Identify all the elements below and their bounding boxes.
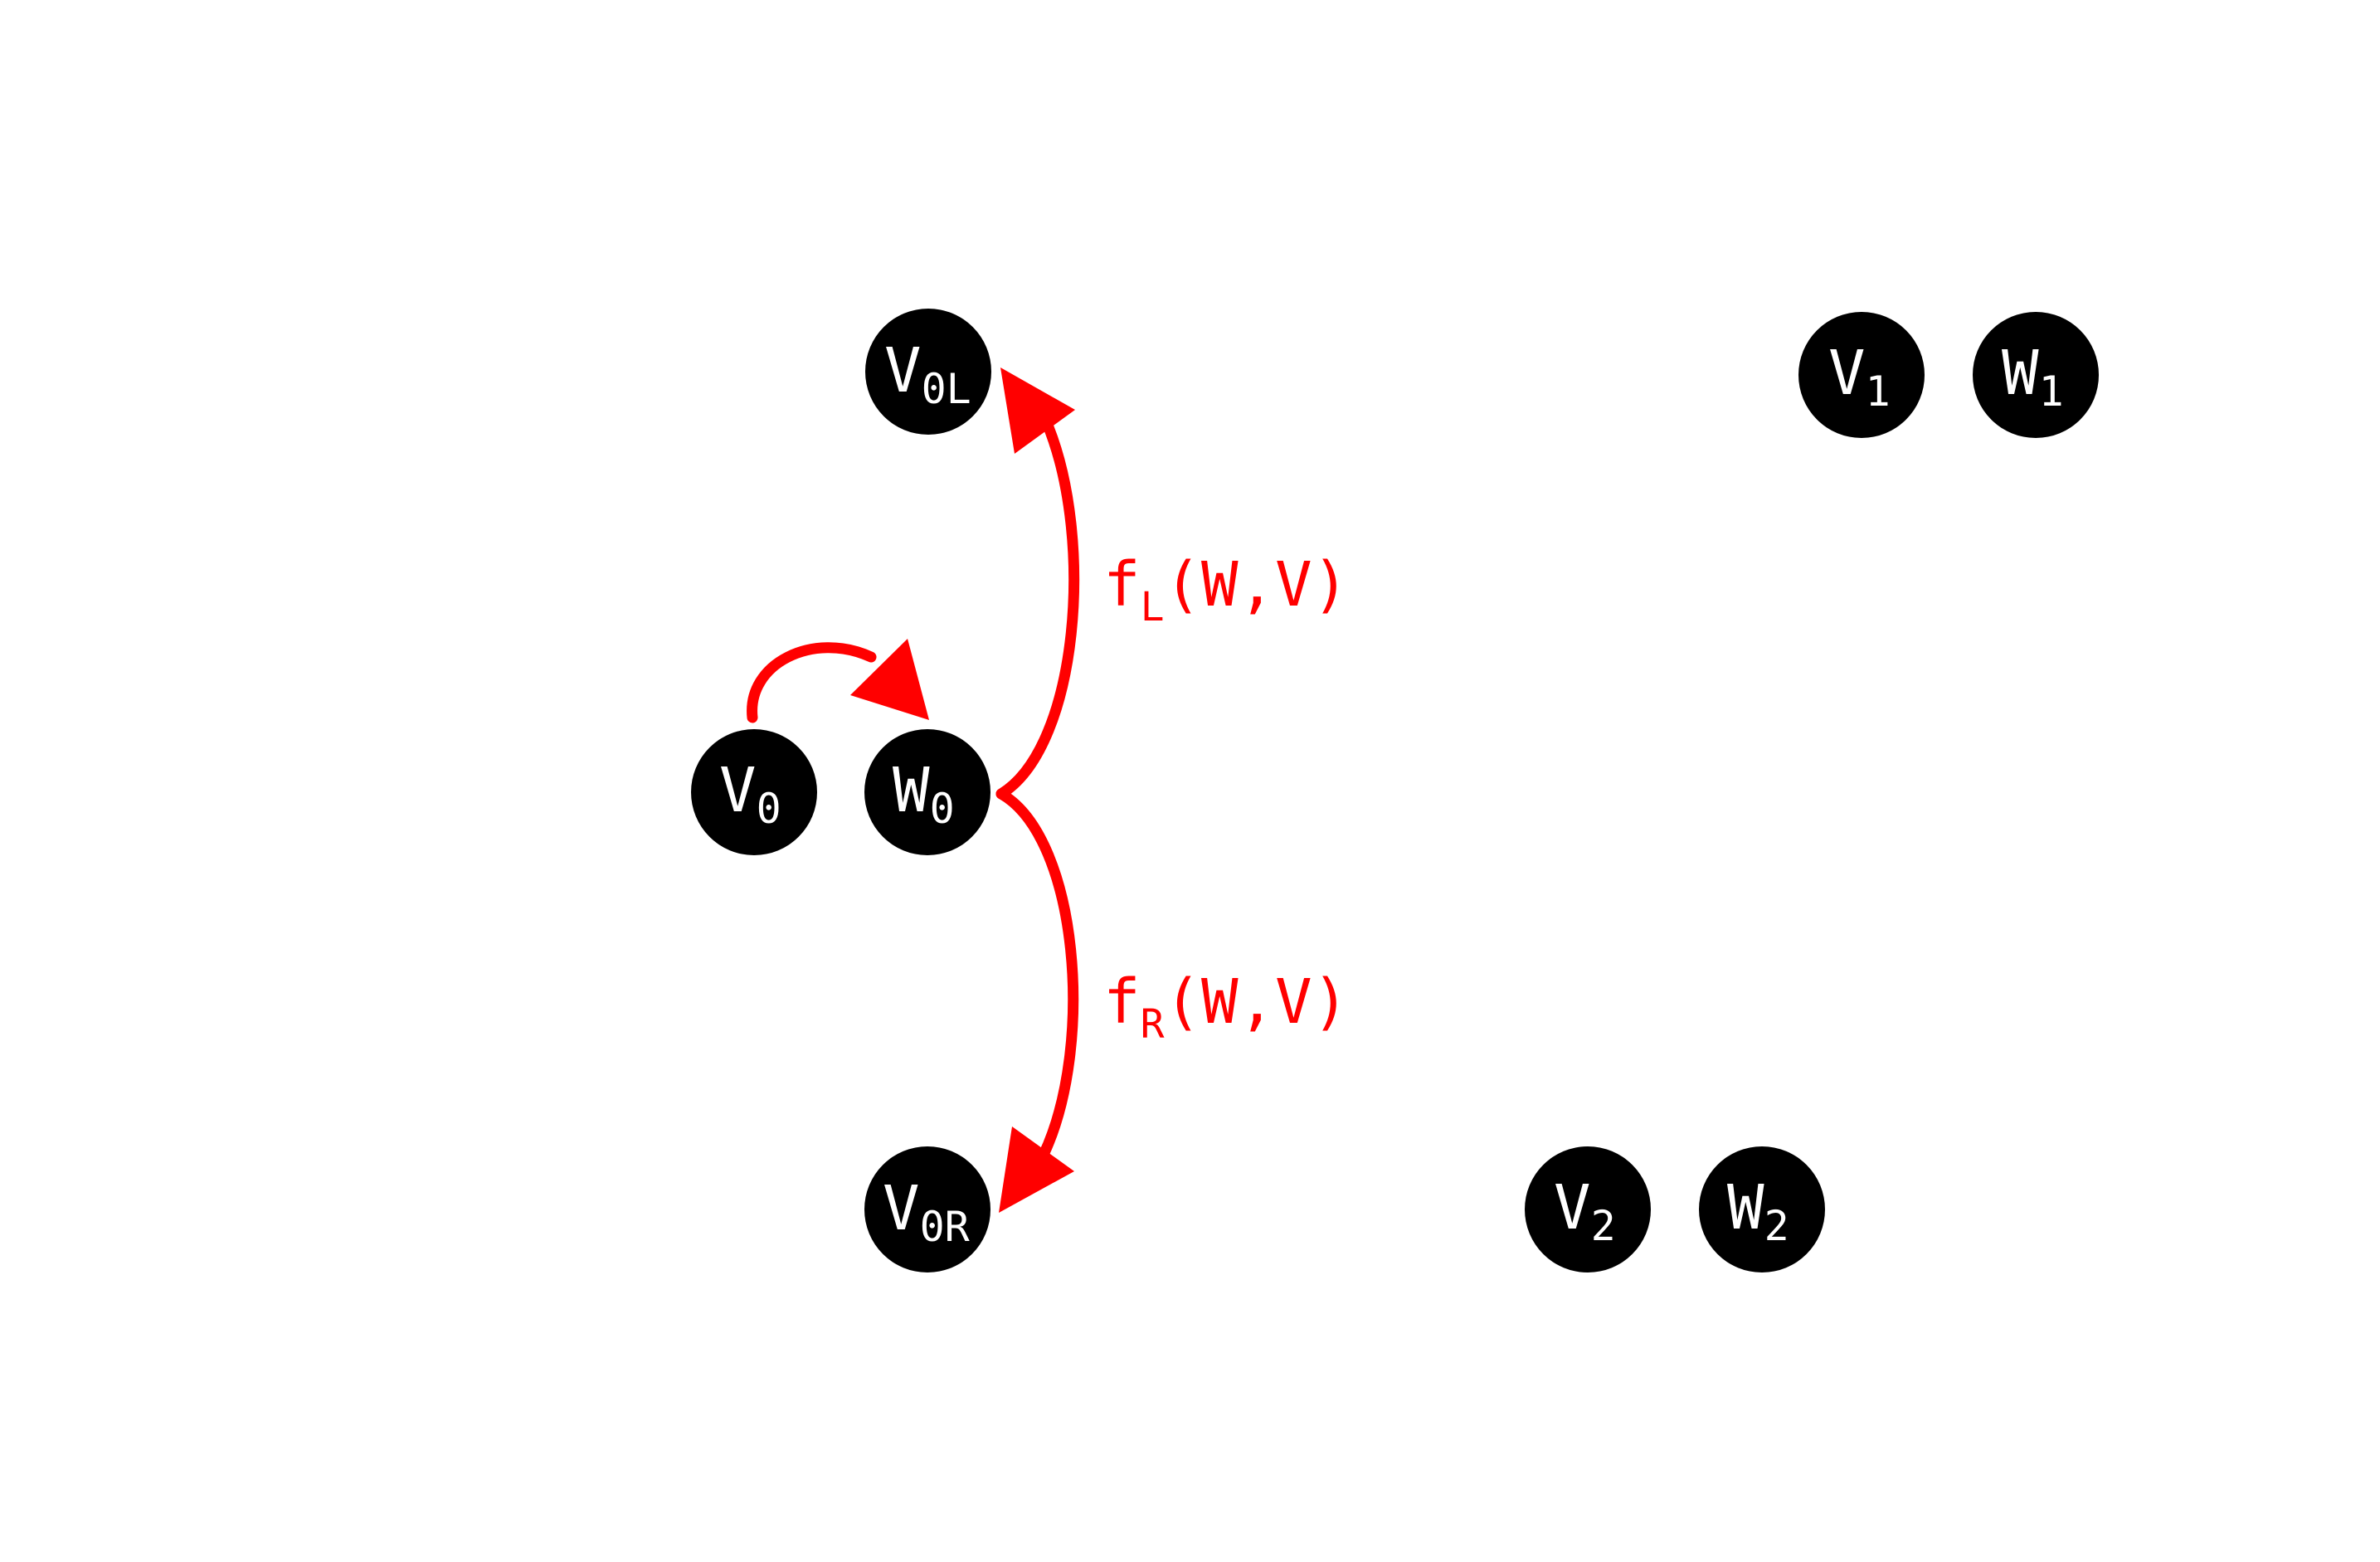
- node-w0: W0: [864, 729, 990, 855]
- node-label: W2: [1727, 1172, 1789, 1250]
- edge-label-fL: fL(W,V): [1103, 549, 1349, 630]
- node-v2: V2: [1525, 1146, 1651, 1272]
- node-v0L: V0L: [865, 309, 991, 435]
- node-label: W0: [893, 755, 955, 833]
- edge-label-fR: fR(W,V): [1103, 966, 1349, 1048]
- node-v0R: V0R: [864, 1146, 990, 1272]
- node-label: V0L: [884, 335, 971, 413]
- edge-w0-to-v0L: [995, 367, 1080, 800]
- edge-w0-to-v0R: [995, 788, 1079, 1213]
- node-label: V2: [1554, 1172, 1616, 1250]
- edge-v0-to-w0: [747, 639, 929, 723]
- node-label: V1: [1828, 338, 1891, 416]
- arrowhead: [1000, 367, 1075, 454]
- arrowhead: [850, 639, 929, 720]
- node-v0: V0: [691, 729, 817, 855]
- node-label: W1: [2002, 338, 2064, 416]
- node-v1: V1: [1798, 312, 1925, 438]
- node-w2: W2: [1699, 1146, 1825, 1272]
- arrowhead: [999, 1126, 1074, 1213]
- node-w1: W1: [1973, 312, 2099, 438]
- node-label: V0R: [883, 1173, 971, 1251]
- node-label: V0: [719, 755, 781, 833]
